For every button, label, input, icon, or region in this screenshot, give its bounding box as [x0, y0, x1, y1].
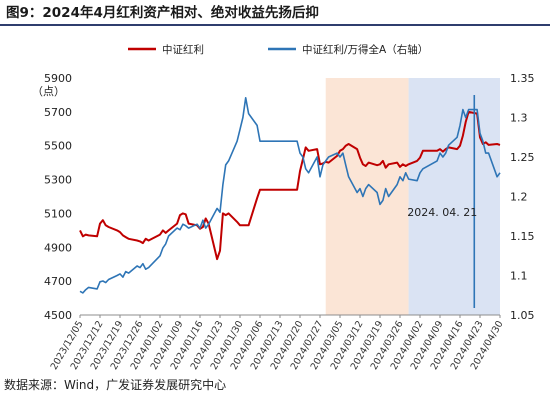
- series-lines: [79, 97, 501, 294]
- y-left-unit-label: （点）: [32, 85, 65, 98]
- y-left-tick-label: 4700: [44, 275, 72, 288]
- annotation-label: 2024. 04. 21: [407, 206, 477, 219]
- y-left-tick-label: 5900: [44, 72, 72, 85]
- series-line-dividend-index: [79, 110, 501, 261]
- y-left-tick-label: 5100: [44, 207, 72, 220]
- legend-label: 中证红利: [162, 43, 204, 56]
- y-left-tick-label: 5700: [44, 106, 72, 119]
- y-left-tick-label: 5500: [44, 140, 72, 153]
- y-right-tick-label: 1.05: [510, 309, 535, 322]
- y-left-tick-label: 4900: [44, 241, 72, 254]
- source-note: 数据来源：Wind，广发证券发展研究中心: [4, 378, 227, 392]
- shaded-regions: [325, 78, 500, 315]
- y-right-tick-label: 1.3: [510, 112, 528, 125]
- y-right-tick-label: 1.1: [510, 270, 528, 283]
- shaded-region-1: [408, 78, 500, 315]
- y-right-tick-label: 1.25: [510, 151, 535, 164]
- y-right-tick-label: 1.15: [510, 230, 535, 243]
- dual-axis-line-chart: 4500 4700 4900 5100 5300 5500 5700 5900（点） 1.05 1…: [32, 43, 535, 372]
- chart-legend: 中证红利 中证红利/万得全A（右轴）: [128, 43, 428, 56]
- figure-title: 图9：2024年4月红利资产相对、绝对收益先扬后抑: [0, 0, 550, 26]
- annotation-group: 2024. 04. 21: [407, 95, 477, 308]
- y-left-tick-label: 4500: [44, 309, 72, 322]
- shaded-region-0: [325, 78, 409, 315]
- series-line-ratio: [79, 97, 501, 294]
- y-right-tick-label: 1.2: [510, 191, 528, 204]
- y-left-tick-label: 5300: [44, 174, 72, 187]
- legend-label: 中证红利/万得全A（右轴）: [302, 43, 428, 56]
- y-right-tick-label: 1.35: [510, 72, 535, 85]
